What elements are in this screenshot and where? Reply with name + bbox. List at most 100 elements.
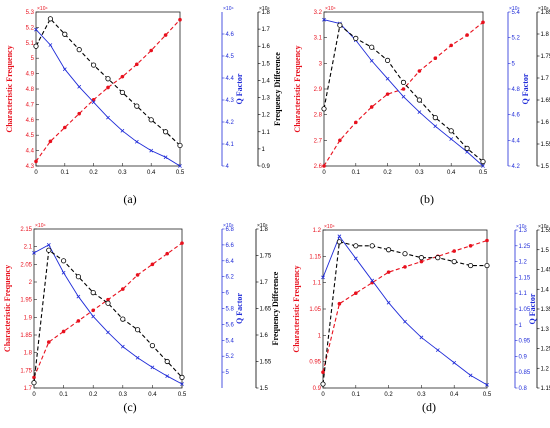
- left-series-line: [324, 22, 483, 166]
- difference-point: [465, 146, 469, 150]
- q-factor-point: [106, 116, 109, 119]
- characteristic-point: [34, 160, 38, 164]
- left-series-line: [36, 20, 180, 162]
- mid-tick-label: 4.1: [226, 142, 235, 148]
- characteristic-point: [121, 75, 125, 79]
- left-tick-label: 1.75: [20, 368, 32, 374]
- q-factor-point: [136, 356, 139, 359]
- q-factor-point: [121, 345, 124, 348]
- right-series-line: [36, 19, 180, 146]
- x-tick-label: 0.1: [352, 392, 361, 398]
- left-tick-label: 4.5: [26, 133, 35, 139]
- mid-tick-label: 4.5: [226, 54, 235, 60]
- q-factor-point: [402, 95, 405, 98]
- right-tick-label: 1.55: [260, 360, 272, 366]
- panel-label: (d): [422, 400, 436, 414]
- mid-tick-label: 5.2: [226, 354, 235, 360]
- difference-point: [150, 343, 154, 347]
- characteristic-point: [63, 126, 67, 130]
- x-tick-label: 0.2: [89, 392, 98, 398]
- left-tick-label: 3: [319, 61, 323, 67]
- panel-label: (a): [123, 192, 136, 206]
- difference-point: [76, 275, 80, 279]
- q-factor-point: [151, 366, 154, 369]
- left-axis-title: Characteristic Frequency: [3, 265, 12, 352]
- right-tick-label: 1.25: [541, 347, 550, 353]
- mid-tick-label: 4.4: [512, 138, 521, 144]
- mid-axis-exponent: ×10⁴: [223, 6, 234, 12]
- q-factor-point: [420, 336, 423, 339]
- characteristic-point: [465, 33, 469, 37]
- q-factor-point: [63, 68, 66, 71]
- mid-axis-title: Q Factor: [235, 293, 244, 324]
- difference-point: [178, 143, 182, 147]
- characteristic-point: [434, 56, 438, 60]
- mid-tick-label: 4: [226, 164, 230, 170]
- mid-axis-exponent: ×10⁴: [509, 6, 520, 12]
- mid-tick-label: 0.85: [519, 370, 531, 376]
- mid-axis-title: Q Factor: [528, 293, 537, 324]
- characteristic-point: [47, 340, 51, 344]
- mid-axis-title: Q Factor: [521, 73, 530, 104]
- mid-tick-label: 1.2: [519, 260, 528, 266]
- left-tick-label: 2.05: [20, 262, 32, 268]
- q-factor-point: [135, 140, 138, 143]
- left-tick-label: 5: [31, 56, 35, 62]
- difference-point: [47, 248, 51, 252]
- right-series-line: [34, 250, 182, 383]
- x-tick-label: 0: [322, 170, 326, 176]
- q-factor-point: [418, 111, 421, 114]
- mid-tick-label: 4.6: [226, 32, 235, 38]
- mid-tick-label: 1.1: [519, 291, 528, 297]
- left-tick-label: 2.9: [314, 87, 323, 93]
- x-tick-label: 0.4: [450, 392, 459, 398]
- characteristic-point: [338, 302, 342, 306]
- right-axis-exponent: ×10⁴: [538, 224, 549, 230]
- difference-point: [386, 248, 390, 252]
- difference-point: [91, 290, 95, 294]
- left-tick-label: 2: [29, 280, 33, 286]
- x-tick-label: 0.5: [176, 170, 185, 176]
- difference-point: [32, 381, 36, 385]
- mid-axis-exponent: ×10⁴: [516, 224, 527, 230]
- left-tick-label: 1.15: [309, 254, 321, 260]
- x-tick-label: 0.5: [483, 392, 492, 398]
- left-tick-label: 2.1: [24, 245, 33, 251]
- characteristic-point: [354, 121, 358, 125]
- right-tick-label: 1.6: [260, 333, 269, 339]
- mid-series-line: [34, 245, 182, 384]
- q-factor-point: [386, 77, 389, 80]
- x-tick-label: 0: [32, 392, 36, 398]
- mid-tick-label: 6.6: [226, 243, 235, 249]
- panel-label: (b): [420, 192, 434, 206]
- right-tick-label: 1: [262, 147, 266, 153]
- mid-tick-label: 0.8: [519, 386, 528, 392]
- left-tick-label: 4.3: [26, 164, 35, 170]
- characteristic-point: [322, 164, 326, 168]
- left-tick-label: 1.9: [24, 315, 33, 321]
- q-factor-point: [106, 331, 109, 334]
- difference-point: [337, 240, 341, 244]
- right-tick-label: 1.2: [262, 113, 271, 119]
- q-factor-point: [92, 315, 95, 318]
- characteristic-point: [418, 69, 422, 73]
- left-tick-label: 1.7: [24, 386, 33, 392]
- left-axis-title: Characteristic Frequency: [293, 45, 302, 132]
- characteristic-point: [403, 265, 407, 269]
- right-tick-label: 1.75: [260, 254, 272, 260]
- characteristic-point: [354, 291, 358, 295]
- right-tick-label: 1.7: [260, 280, 269, 286]
- difference-point: [48, 17, 52, 21]
- mid-tick-label: 0.9: [519, 354, 528, 360]
- difference-point: [321, 382, 325, 386]
- x-tick-label: 0.1: [61, 170, 70, 176]
- left-tick-label: 4.8: [26, 87, 35, 93]
- left-axis-title: Characteristic Frequency: [5, 45, 14, 132]
- difference-point: [401, 80, 405, 84]
- mid-axis-exponent: ×10⁴: [223, 223, 234, 229]
- mid-tick-label: 4.8: [512, 87, 521, 93]
- q-factor-point: [121, 129, 124, 132]
- left-tick-label: 4.6: [26, 118, 35, 124]
- panel-label: (c): [123, 400, 136, 414]
